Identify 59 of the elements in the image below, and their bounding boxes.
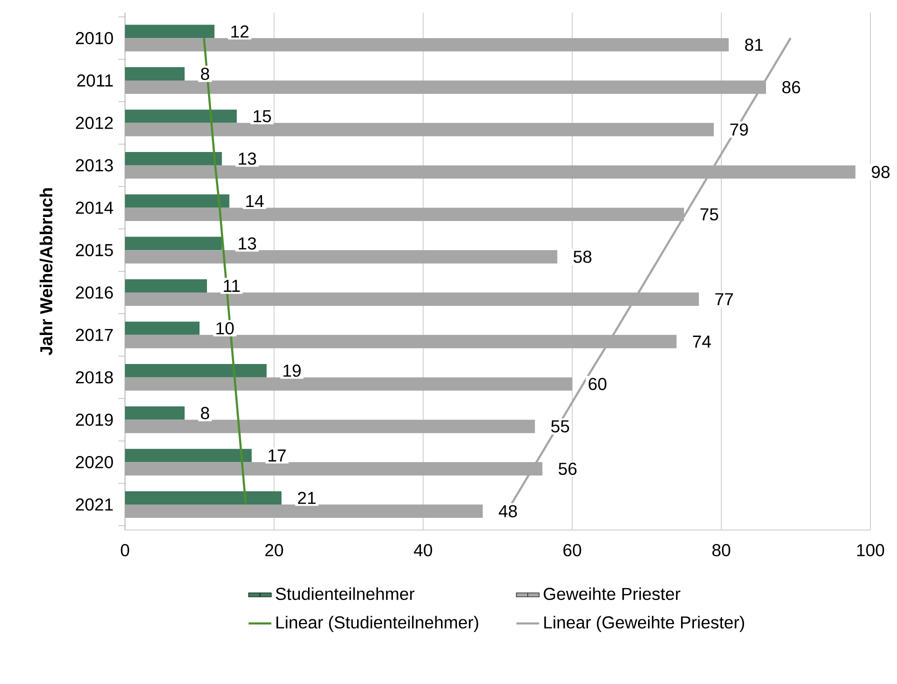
y-tick-label: 2020	[76, 456, 113, 468]
data-label: 17	[268, 450, 286, 462]
data-label: 56	[558, 462, 577, 475]
x-tick-label: 100	[857, 544, 884, 556]
x-tick-label: 80	[712, 544, 730, 556]
data-label: 79	[730, 123, 748, 136]
y-tick-label: 2017	[76, 328, 113, 342]
bar	[125, 67, 185, 81]
y-tick-label: 2016	[76, 286, 113, 299]
legend-label: Geweihte Priester	[544, 587, 680, 600]
data-label: 10	[216, 322, 234, 334]
x-tick-label: 40	[414, 544, 432, 556]
y-tick-label: 2014	[76, 202, 114, 214]
data-label: 8	[200, 68, 210, 80]
bar	[125, 322, 200, 335]
data-label: 14	[246, 195, 264, 208]
bar	[125, 406, 185, 420]
data-label: 58	[574, 250, 592, 263]
y-tick-label: 2015	[76, 244, 113, 256]
y-tick-label: 2011	[77, 74, 113, 87]
data-label: 48	[498, 505, 517, 518]
y-tick-label: 2019	[76, 414, 113, 426]
data-label: 81	[745, 38, 763, 51]
data-label: 55	[551, 420, 570, 432]
bar	[125, 110, 237, 123]
x-tick-label: 0	[120, 544, 130, 556]
data-label: 86	[782, 81, 800, 94]
data-label: 98	[872, 166, 890, 178]
bar	[125, 194, 230, 208]
bar	[125, 24, 214, 38]
data-label: 13	[238, 237, 256, 250]
data-label: 13	[238, 152, 256, 165]
bar	[125, 152, 222, 166]
data-label: 12	[231, 25, 248, 38]
bar	[125, 236, 222, 250]
data-label: 8	[200, 406, 210, 420]
data-label: 15	[254, 110, 271, 122]
y-tick-label: 2012	[76, 116, 113, 130]
data-label: 74	[693, 336, 711, 348]
data-label: 11	[224, 280, 240, 292]
y-tick-label: 2018	[76, 371, 113, 384]
y-tick-label: 2010	[76, 32, 113, 44]
data-label: 77	[715, 293, 733, 306]
bar	[125, 279, 207, 293]
data-label: 75	[700, 208, 718, 220]
bar	[125, 448, 252, 462]
data-label: 19	[284, 364, 301, 377]
x-tick-label: 60	[563, 544, 582, 556]
legend-label: Linear (Studienteilnehmer)	[276, 616, 478, 632]
data-label: 60	[588, 378, 606, 390]
y-tick-label: 2021	[76, 498, 113, 511]
data-label: 21	[298, 492, 316, 504]
y-axis-title: Jahr Weihe/Abbruch	[40, 188, 53, 356]
y-tick-label: 2013	[76, 159, 113, 172]
legend-label: Linear (Geweihte Priester)	[544, 616, 744, 632]
bar	[125, 364, 267, 378]
x-tick-label: 20	[265, 544, 284, 556]
bar	[125, 491, 282, 505]
legend-label: Studienteilnehmer	[276, 587, 414, 600]
